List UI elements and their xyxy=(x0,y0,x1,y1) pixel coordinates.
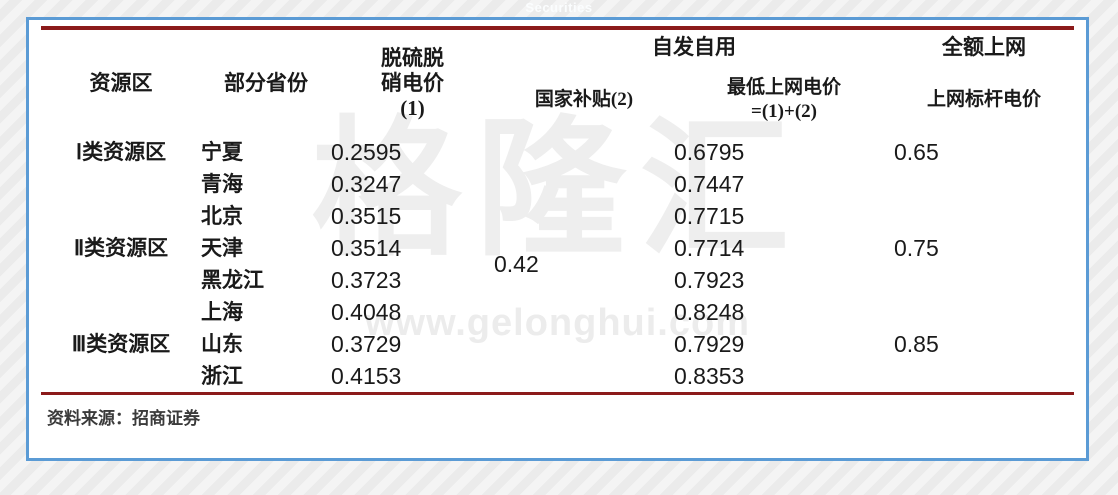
cell-desulf-price: 0.3515 xyxy=(331,203,402,229)
cell-benchmark-price: 0.65 xyxy=(894,139,939,165)
cell-min-grid-price: 0.7714 xyxy=(674,235,745,261)
cell-national-subsidy: 0.42 xyxy=(494,251,539,277)
cell-min-grid-price: 0.7929 xyxy=(674,331,745,357)
cell-province: 上海 xyxy=(201,300,243,324)
table-row: 浙江 0.4153 0.8353 xyxy=(41,360,1074,392)
cell-min-grid-price: 0.7715 xyxy=(674,203,745,229)
cell-zone: Ⅲ类资源区 xyxy=(71,332,171,356)
table-row: Ⅱ类资源区 天津 0.3514 0.7714 0.75 xyxy=(41,232,1074,264)
cell-desulf-price: 0.3723 xyxy=(331,267,402,293)
cell-zone xyxy=(41,168,201,200)
header-desulf-line3: (1) xyxy=(400,95,425,120)
cell-province: 宁夏 xyxy=(201,140,243,164)
cell-desulf-price: 0.4048 xyxy=(331,299,402,325)
cell-desulf-price: 0.2595 xyxy=(331,139,402,165)
table-row: 上海 0.4048 0.8248 xyxy=(41,296,1074,328)
source-note: 资料来源：招商证券 xyxy=(47,409,200,428)
header-desulf-line1: 脱硫脱 xyxy=(381,45,444,70)
header-group-full-grid: 全额上网 xyxy=(942,35,1026,59)
header-zone: 资源区 xyxy=(89,70,153,95)
cell-zone xyxy=(41,200,201,232)
cell-zone: Ⅱ类资源区 xyxy=(73,236,169,260)
cell-province: 北京 xyxy=(201,204,243,228)
cell-benchmark-price: 0.85 xyxy=(894,331,939,357)
cell-zone xyxy=(41,264,201,296)
header-province: 部分省份 xyxy=(224,70,308,95)
cell-province: 浙江 xyxy=(201,364,243,388)
cell-desulf-price: 0.3247 xyxy=(331,171,402,197)
figure-selection-frame[interactable]: 格隆汇 www.gelonghui.com 资源区 部分省份 xyxy=(26,17,1089,461)
cell-desulf-price: 0.4153 xyxy=(331,363,402,389)
table-row: 黑龙江 0.3723 0.7923 xyxy=(41,264,1074,296)
table-row: 青海 0.3247 0.7447 xyxy=(41,168,1074,200)
header-desulfurization-price: 脱硫脱 硝电价 (1) xyxy=(331,30,494,136)
cell-min-grid-price: 0.7447 xyxy=(674,171,745,197)
header-benchmark-price: 上网标杆电价 xyxy=(926,89,1041,110)
table-bottom-rule xyxy=(41,392,1074,395)
cell-province: 黑龙江 xyxy=(201,268,264,292)
header-national-subsidy: 国家补贴(2) xyxy=(534,89,634,110)
table-row: Ⅰ类资源区 宁夏 0.2595 0.42 0.6795 0.65 xyxy=(41,136,1074,277)
brand-watermark: 格隆汇 xyxy=(311,108,804,274)
cell-benchmark-price: 0.75 xyxy=(894,235,939,261)
cell-zone: Ⅰ类资源区 xyxy=(75,140,167,164)
header-group-row: 资源区 部分省份 脱硫脱 硝电价 (1) 自发自用 全额上网 xyxy=(41,30,1074,120)
cell-province: 山东 xyxy=(201,332,243,356)
figure-canvas: 格隆汇 www.gelonghui.com 资源区 部分省份 xyxy=(29,20,1086,458)
cell-min-grid-price: 0.8353 xyxy=(674,363,745,389)
table-header: 资源区 部分省份 脱硫脱 硝电价 (1) 自发自用 全额上网 国家补贴(2) xyxy=(41,30,1074,136)
cell-min-grid-price: 0.8248 xyxy=(674,299,745,325)
table-body: Ⅰ类资源区 宁夏 0.2595 0.42 0.6795 0.65 青海 0.32… xyxy=(41,136,1074,392)
header-min-grid-line2: =(1)+(2) xyxy=(751,101,817,122)
cell-min-grid-price: 0.6795 xyxy=(674,139,745,165)
header-group-self-use: 自发自用 xyxy=(652,35,736,59)
cell-min-grid-price: 0.7923 xyxy=(674,267,745,293)
header-desulf-line2: 硝电价 xyxy=(381,70,444,95)
cell-desulf-price: 0.3514 xyxy=(331,235,402,261)
cell-province: 天津 xyxy=(201,236,243,260)
header-min-grid-price: 最低上网电价 =(1)+(2) xyxy=(674,64,894,136)
table-row: 北京 0.3515 0.7715 xyxy=(41,200,1074,232)
price-table-container: 资源区 部分省份 脱硫脱 硝电价 (1) 自发自用 全额上网 国家补贴(2) xyxy=(41,26,1074,429)
table-top-rule xyxy=(41,26,1074,30)
electricity-price-table: 资源区 部分省份 脱硫脱 硝电价 (1) 自发自用 全额上网 国家补贴(2) xyxy=(41,30,1074,392)
header-sub-row: 国家补贴(2) 最低上网电价 =(1)+(2) 上网标杆电价 xyxy=(41,64,1074,136)
cell-desulf-price: 0.3729 xyxy=(331,331,402,357)
cell-province: 青海 xyxy=(201,172,243,196)
brand-watermark-url: www.gelonghui.com xyxy=(364,302,751,344)
header-min-grid-line1: 最低上网电价 xyxy=(726,77,841,98)
table-row: Ⅲ类资源区 山东 0.3729 0.7929 0.85 xyxy=(41,328,1074,360)
cell-zone xyxy=(41,296,201,328)
cell-zone xyxy=(41,360,201,392)
top-watermark-text: Securities xyxy=(525,0,593,15)
